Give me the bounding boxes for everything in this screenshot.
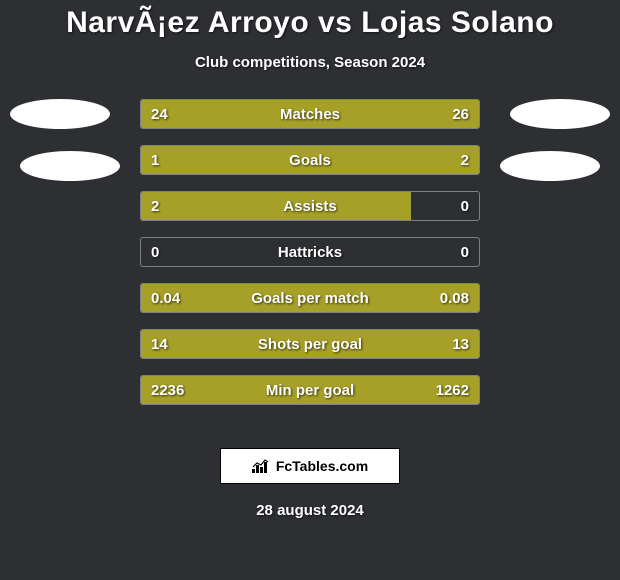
comparison-chart: 24 26 Matches 1 2 Goals 2 0 Assists 0 0 Hattricks 0.…	[0, 99, 620, 429]
stat-value-right: 0.08	[440, 290, 469, 307]
stat-row: 24 26 Matches	[140, 99, 480, 129]
stat-bars-container: 24 26 Matches 1 2 Goals 2 0 Assists 0 0 Hattricks 0.…	[140, 99, 480, 421]
stat-value-right: 0	[461, 244, 469, 261]
player-left-badge-1	[10, 99, 110, 129]
stat-value-left: 2	[151, 198, 159, 215]
stat-label: Goals	[289, 152, 331, 169]
stat-value-right: 26	[452, 106, 469, 123]
attribution-text: FcTables.com	[276, 458, 368, 474]
stat-label: Goals per match	[251, 290, 369, 307]
stat-value-left: 24	[151, 106, 168, 123]
stat-label: Matches	[280, 106, 340, 123]
stat-row: 0 0 Hattricks	[140, 237, 480, 267]
footer-date: 28 august 2024	[256, 502, 364, 519]
chart-icon	[252, 459, 270, 473]
stat-value-left: 0.04	[151, 290, 180, 307]
stat-row: 0.04 0.08 Goals per match	[140, 283, 480, 313]
stat-value-right: 0	[461, 198, 469, 215]
stat-value-right: 13	[452, 336, 469, 353]
page-title: NarvÃ¡ez Arroyo vs Lojas Solano	[0, 0, 620, 40]
stat-label: Hattricks	[278, 244, 342, 261]
stat-row: 14 13 Shots per goal	[140, 329, 480, 359]
stat-row: 1 2 Goals	[140, 145, 480, 175]
stat-value-left: 1	[151, 152, 159, 169]
stat-row: 2236 1262 Min per goal	[140, 375, 480, 405]
page-subtitle: Club competitions, Season 2024	[0, 54, 620, 71]
stat-fill-right	[253, 146, 479, 174]
stat-value-right: 1262	[436, 382, 469, 399]
stat-value-left: 0	[151, 244, 159, 261]
player-left-badge-2	[20, 151, 120, 181]
stat-label: Shots per goal	[258, 336, 362, 353]
stat-value-left: 14	[151, 336, 168, 353]
stat-value-right: 2	[461, 152, 469, 169]
stat-row: 2 0 Assists	[140, 191, 480, 221]
attribution-badge: FcTables.com	[220, 448, 400, 484]
player-right-badge-2	[500, 151, 600, 181]
stat-value-left: 2236	[151, 382, 184, 399]
player-right-badge-1	[510, 99, 610, 129]
stat-fill-left	[141, 192, 411, 220]
stat-label: Assists	[283, 198, 336, 215]
stat-label: Min per goal	[266, 382, 354, 399]
